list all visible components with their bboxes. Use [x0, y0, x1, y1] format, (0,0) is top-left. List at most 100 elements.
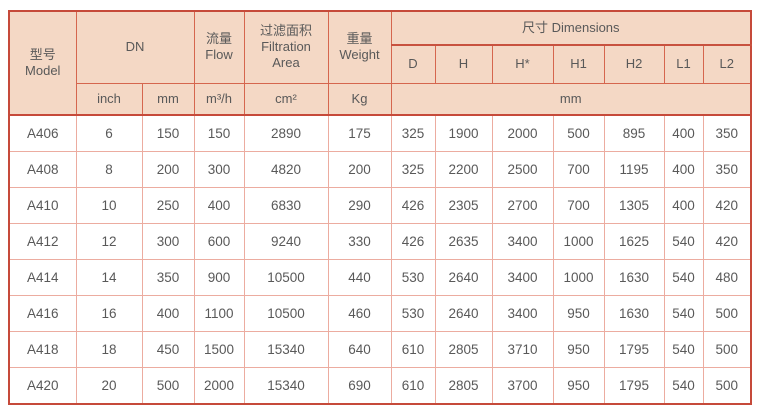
cell-dim-l1: 400	[663, 114, 704, 152]
cell-model: A418	[8, 331, 77, 368]
cell-dim-h1: 1000	[552, 223, 605, 260]
table-row: A414 14 350 900 10500 440 530 2640 3400 …	[8, 259, 752, 296]
cell-filtration-area: 15340	[243, 367, 329, 405]
cell-dn-mm: 350	[141, 259, 195, 296]
cell-model: A416	[8, 295, 77, 332]
cell-dim-h2: 1795	[603, 367, 665, 405]
cell-dim-h: 2640	[434, 259, 493, 296]
col-header-dim-h2: H2	[603, 44, 665, 84]
header-row-2: D H H* H1 H2 L1 L2	[9, 44, 752, 84]
cell-dim-h1: 1000	[552, 259, 605, 296]
cell-weight: 290	[327, 187, 392, 224]
cell-filtration-area: 6830	[243, 187, 329, 224]
cell-dim-d: 426	[390, 187, 436, 224]
cell-dim-h: 2640	[434, 295, 493, 332]
cell-dim-l2: 420	[702, 187, 752, 224]
cell-filtration-area: 10500	[243, 259, 329, 296]
cell-dim-h: 2805	[434, 367, 493, 405]
cell-dn-inch: 18	[75, 331, 143, 368]
col-header-dim-h1: H1	[552, 44, 605, 84]
cell-model: A410	[8, 187, 77, 224]
cell-dim-hstar: 3400	[491, 295, 554, 332]
cell-dim-h2: 1195	[603, 151, 665, 188]
table-row: A418 18 450 1500 15340 640 610 2805 3710…	[8, 331, 752, 368]
cell-dim-hstar: 3400	[491, 223, 554, 260]
cell-dim-hstar: 2000	[491, 114, 554, 152]
cell-weight: 175	[327, 114, 392, 152]
cell-dim-l1: 540	[663, 331, 704, 368]
cell-dim-h: 2200	[434, 151, 493, 188]
cell-dim-h1: 500	[552, 114, 605, 152]
col-header-dim-d: D	[390, 44, 436, 84]
cell-dn-inch: 16	[75, 295, 143, 332]
cell-dim-hstar: 3710	[491, 331, 554, 368]
cell-dim-hstar: 2500	[491, 151, 554, 188]
cell-dim-h1: 950	[552, 367, 605, 405]
cell-dn-inch: 20	[75, 367, 143, 405]
cell-dim-d: 325	[390, 151, 436, 188]
cell-dim-h2: 1625	[603, 223, 665, 260]
col-header-dimensions: 尺寸 Dimensions	[390, 10, 752, 46]
filtration-label-zh: 过滤面积	[259, 22, 312, 38]
cell-dim-l1: 540	[663, 223, 704, 260]
cell-dn-inch: 12	[75, 223, 143, 260]
col-header-dim-hstar: H*	[491, 44, 554, 84]
product-spec-table: 型号 Model DN 流量 Flow 过滤面积 Filtration Area…	[8, 10, 753, 405]
cell-dim-h: 2635	[434, 223, 493, 260]
col-header-dim-h: H	[434, 44, 493, 84]
weight-label-en: Weight	[339, 47, 380, 63]
dimensions-label-en: Dimensions	[551, 19, 620, 35]
unit-header-mm: mm	[141, 82, 195, 116]
cell-filtration-area: 9240	[243, 223, 329, 260]
cell-weight: 440	[327, 259, 392, 296]
cell-dim-h2: 1630	[603, 259, 665, 296]
cell-dn-inch: 6	[75, 114, 143, 152]
cell-dim-h1: 950	[552, 295, 605, 332]
cell-model: A406	[8, 114, 77, 152]
cell-dim-d: 610	[390, 331, 436, 368]
table-header: 型号 Model DN 流量 Flow 过滤面积 Filtration Area…	[8, 10, 752, 116]
cell-dim-d: 426	[390, 223, 436, 260]
cell-dim-l2: 350	[702, 151, 752, 188]
flow-label-zh: 流量	[205, 31, 232, 46]
table-row: A420 20 500 2000 15340 690 610 2805 3700…	[8, 367, 752, 405]
cell-model: A412	[8, 223, 77, 260]
cell-dim-d: 325	[390, 114, 436, 152]
table-row: A406 6 150 150 2890 175 325 1900 2000 50…	[8, 114, 752, 152]
cell-filtration-area: 4820	[243, 151, 329, 188]
table-body: A406 6 150 150 2890 175 325 1900 2000 50…	[8, 114, 752, 405]
col-header-dim-l2: L2	[702, 44, 752, 84]
col-header-dim-l1: L1	[663, 44, 704, 84]
cell-dim-h1: 700	[552, 187, 605, 224]
unit-header-dimensions: mm	[390, 82, 752, 116]
cell-flow: 400	[193, 187, 245, 224]
cell-dim-l2: 500	[702, 367, 752, 405]
cell-weight: 690	[327, 367, 392, 405]
cell-dim-l2: 500	[702, 295, 752, 332]
cell-dim-h2: 1795	[603, 331, 665, 368]
cell-filtration-area: 15340	[243, 331, 329, 368]
col-header-dn: DN	[75, 10, 195, 84]
model-label-en: Model	[25, 63, 61, 78]
unit-header-filtration: cm²	[243, 82, 329, 116]
cell-dim-h: 1900	[434, 114, 493, 152]
cell-flow: 900	[193, 259, 245, 296]
cell-dim-l2: 480	[702, 259, 752, 296]
cell-dim-l1: 540	[663, 295, 704, 332]
col-header-weight: 重量 Weight	[327, 10, 392, 84]
header-row-units: inch mm m³/h cm² Kg mm	[9, 82, 752, 116]
cell-dim-d: 530	[390, 259, 436, 296]
cell-weight: 330	[327, 223, 392, 260]
cell-dim-l1: 540	[663, 367, 704, 405]
col-header-filtration-area: 过滤面积 Filtration Area	[243, 10, 329, 84]
col-header-model: 型号 Model	[8, 10, 77, 116]
table-row: A416 16 400 1100 10500 460 530 2640 3400…	[8, 295, 752, 332]
cell-model: A414	[8, 259, 77, 296]
cell-dim-l2: 350	[702, 114, 752, 152]
cell-dim-l1: 400	[663, 151, 704, 188]
flow-label-en: Flow	[205, 47, 233, 63]
model-label-zh: 型号	[29, 46, 56, 62]
cell-dn-mm: 250	[141, 187, 195, 224]
cell-flow: 150	[193, 114, 245, 152]
cell-model: A420	[8, 367, 77, 405]
